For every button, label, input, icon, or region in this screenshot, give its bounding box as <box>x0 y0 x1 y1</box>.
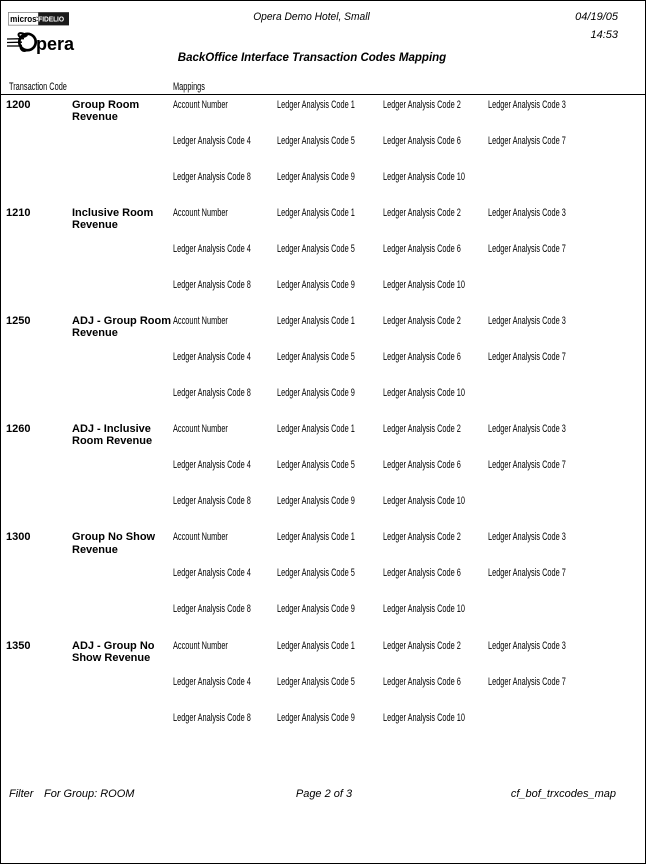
svg-text:micros: micros <box>10 14 37 25</box>
svg-text:FIDELIO: FIDELIO <box>38 17 64 24</box>
